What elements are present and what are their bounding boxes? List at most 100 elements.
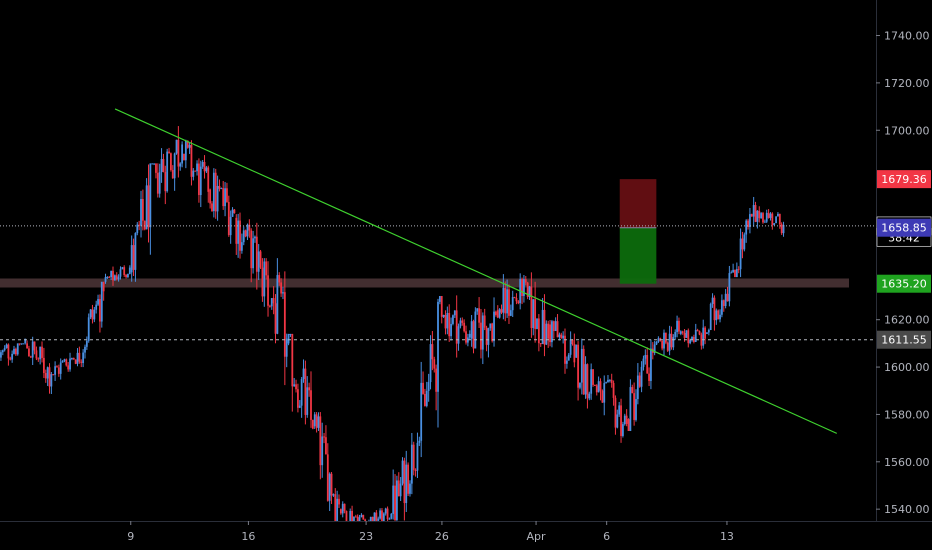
candle-body xyxy=(437,301,439,392)
candle-body xyxy=(151,163,154,165)
candle-body xyxy=(211,203,213,212)
candle-body xyxy=(672,337,675,348)
price-axis[interactable]: 1540.00 1560.00 1580.00 1600.00 1620.00 1700.… xyxy=(876,30,930,517)
candle-body xyxy=(616,414,619,428)
candle-body xyxy=(495,311,497,315)
candle-body xyxy=(179,163,182,167)
candle-body xyxy=(765,212,768,222)
candle-body xyxy=(102,281,105,292)
candle-body xyxy=(216,185,219,212)
candle-body xyxy=(22,343,25,345)
candle-body xyxy=(635,399,637,420)
candle-body xyxy=(530,286,533,328)
candle-body xyxy=(338,498,340,505)
candle-body xyxy=(556,321,559,338)
candle-body xyxy=(459,320,462,327)
candle-body xyxy=(35,350,38,359)
candle-body xyxy=(433,359,436,369)
support-price-label: 1611.55 xyxy=(881,334,927,347)
candle-body xyxy=(450,323,452,337)
candle-body xyxy=(681,331,684,333)
candle-body xyxy=(717,310,720,320)
candle-body xyxy=(687,330,690,344)
candle-body xyxy=(106,276,109,278)
downtrend-line[interactable] xyxy=(114,108,838,434)
candle-body xyxy=(31,341,34,358)
candle-body xyxy=(758,210,761,219)
candle-body xyxy=(224,188,226,207)
candle-body xyxy=(127,273,129,278)
candle-body xyxy=(481,315,484,350)
candle-body xyxy=(336,498,339,521)
candle-body xyxy=(418,440,421,443)
candle-body xyxy=(26,343,28,349)
candle-body xyxy=(468,333,471,338)
candle-body xyxy=(184,140,187,161)
candle-body xyxy=(541,309,544,344)
candle-body xyxy=(713,297,716,321)
candle-body xyxy=(700,334,703,346)
candle-body xyxy=(74,359,77,364)
take-profit-box[interactable] xyxy=(619,227,657,284)
candle-body xyxy=(476,308,479,312)
candle-body xyxy=(173,153,176,179)
candle-body xyxy=(569,339,572,355)
candle-body xyxy=(691,336,693,340)
candle-body xyxy=(140,199,142,226)
candle-body xyxy=(463,322,466,332)
price-tick-label: 1560.00 xyxy=(884,456,930,469)
candle-body xyxy=(171,169,174,179)
candle-body xyxy=(297,389,299,408)
candle-body xyxy=(369,516,372,521)
candle-body xyxy=(565,360,568,364)
candle-body xyxy=(298,405,301,408)
trendline-layer[interactable] xyxy=(114,108,838,434)
candle-body xyxy=(89,309,92,318)
candle-body xyxy=(149,163,152,228)
candle-body xyxy=(84,346,86,353)
candle-body xyxy=(386,508,389,520)
candle-body xyxy=(483,315,486,328)
candle-body xyxy=(638,375,641,387)
candle-body xyxy=(629,387,632,432)
candle-body xyxy=(354,516,357,518)
candle-body xyxy=(420,382,423,441)
candle-body xyxy=(18,343,21,345)
candle-body xyxy=(737,269,740,271)
candle-body xyxy=(614,397,617,428)
stop-loss-box[interactable] xyxy=(619,179,657,228)
candle-body xyxy=(377,518,380,521)
candle-body xyxy=(640,366,643,387)
candle-body xyxy=(409,483,411,494)
candle-body xyxy=(235,217,238,244)
candle-body xyxy=(240,242,243,251)
candle-body xyxy=(259,251,262,268)
candle-body xyxy=(493,311,495,342)
candle-body xyxy=(580,348,583,383)
time-axis[interactable]: 9 16 23 26 Apr 6 13 xyxy=(127,521,734,543)
candle-body xyxy=(54,366,57,375)
candle-body xyxy=(696,329,699,332)
candle-body xyxy=(579,382,581,388)
resistance-zone xyxy=(0,278,849,288)
candle-body xyxy=(267,275,269,306)
candle-body xyxy=(52,374,55,376)
candle-body xyxy=(11,353,14,360)
candle-body xyxy=(78,352,81,362)
candle-body xyxy=(588,393,591,399)
short-position-tool[interactable] xyxy=(619,179,657,284)
candle-body xyxy=(310,390,312,420)
candle-body xyxy=(457,326,460,344)
candle-body xyxy=(692,336,695,343)
candle-body xyxy=(775,216,777,224)
candle-body xyxy=(222,188,225,207)
candle-body xyxy=(71,357,73,359)
candle-body xyxy=(226,188,228,202)
candle-body xyxy=(388,518,391,520)
candle-body xyxy=(214,172,217,212)
candle-body xyxy=(46,367,49,379)
candle-body xyxy=(427,382,430,391)
candle-body xyxy=(155,163,157,173)
candle-body xyxy=(91,309,94,320)
